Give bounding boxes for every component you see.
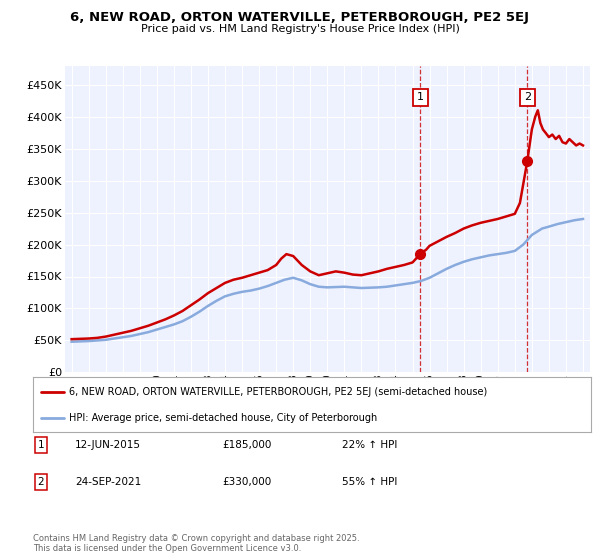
Text: 55% ↑ HPI: 55% ↑ HPI	[342, 477, 397, 487]
Text: £330,000: £330,000	[222, 477, 271, 487]
Text: 2: 2	[37, 477, 44, 487]
Text: 1: 1	[416, 92, 424, 102]
Text: 24-SEP-2021: 24-SEP-2021	[75, 477, 141, 487]
Text: £185,000: £185,000	[222, 440, 271, 450]
Text: 6, NEW ROAD, ORTON WATERVILLE, PETERBOROUGH, PE2 5EJ: 6, NEW ROAD, ORTON WATERVILLE, PETERBORO…	[71, 11, 530, 24]
Text: Contains HM Land Registry data © Crown copyright and database right 2025.
This d: Contains HM Land Registry data © Crown c…	[33, 534, 359, 553]
Text: 6, NEW ROAD, ORTON WATERVILLE, PETERBOROUGH, PE2 5EJ (semi-detached house): 6, NEW ROAD, ORTON WATERVILLE, PETERBORO…	[69, 388, 488, 397]
Text: Price paid vs. HM Land Registry's House Price Index (HPI): Price paid vs. HM Land Registry's House …	[140, 24, 460, 34]
Text: 22% ↑ HPI: 22% ↑ HPI	[342, 440, 397, 450]
Text: 1: 1	[37, 440, 44, 450]
Text: 2: 2	[524, 92, 531, 102]
Text: 12-JUN-2015: 12-JUN-2015	[75, 440, 141, 450]
Text: HPI: Average price, semi-detached house, City of Peterborough: HPI: Average price, semi-detached house,…	[69, 413, 377, 422]
